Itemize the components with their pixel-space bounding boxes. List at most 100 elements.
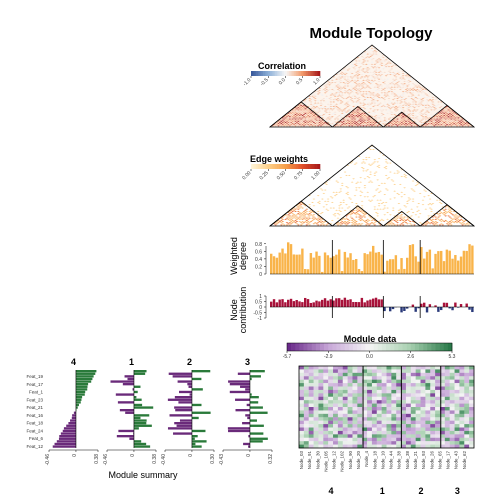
module-data-cell (391, 441, 397, 445)
heatmap-cell (396, 97, 399, 100)
module-data-cell (328, 430, 334, 435)
module-data-cell (367, 407, 373, 411)
heatmap-cell (391, 78, 395, 80)
module-summary-bar (75, 401, 81, 404)
heatmap-cell (396, 93, 399, 95)
heatmap-cell (294, 215, 297, 217)
heatmap-cell (319, 100, 323, 102)
heatmap-cell (396, 107, 399, 109)
heatmap-cell (329, 117, 333, 119)
heatmap-cell (312, 124, 316, 126)
heatmap-cell (397, 124, 401, 126)
module-data-cell (469, 379, 475, 384)
legend-swatch (251, 164, 254, 169)
module-data-cell (328, 441, 334, 445)
heatmap-cell (411, 99, 415, 101)
heatmap-cell (401, 91, 405, 93)
heatmap-cell (411, 103, 415, 105)
heatmap-cell (318, 220, 321, 223)
heatmap-cell (301, 105, 304, 108)
module-data-cell (337, 427, 343, 432)
module-data-cell (347, 389, 353, 394)
heatmap-cell (410, 84, 414, 86)
heatmap-cell (345, 102, 348, 104)
heatmap-cell (424, 109, 428, 111)
module-data-cell (401, 403, 407, 408)
heatmap-cell (330, 109, 334, 111)
heatmap-cell (437, 124, 440, 126)
heatmap-cell (373, 79, 377, 81)
module-data-cell (357, 413, 363, 418)
module-data-cell (323, 372, 329, 377)
heatmap-cell (316, 217, 320, 219)
module-data-cell (371, 420, 377, 425)
legend-swatch (256, 71, 259, 76)
module-data-cell (444, 437, 450, 442)
heatmap-cell (370, 50, 374, 52)
module-summary-bar (249, 437, 268, 440)
heatmap-cell (444, 120, 448, 122)
heatmap-cell (377, 60, 381, 62)
legend-tick-label: 5.3 (449, 354, 456, 360)
heatmap-cell (338, 83, 341, 85)
heatmap-cell (406, 92, 409, 94)
heatmap-cell (298, 205, 302, 207)
module-data-cell (328, 420, 334, 425)
node-contribution-tick-label: 1 (259, 294, 262, 300)
module-data-cell (318, 417, 324, 421)
heatmap-cell (352, 67, 355, 69)
heatmap-cell (350, 72, 354, 75)
heatmap-cell (345, 118, 348, 120)
module-data-cell (425, 424, 431, 428)
heatmap-cell (306, 214, 310, 216)
heatmap-cell (340, 207, 344, 209)
heatmap-cell (338, 85, 341, 87)
heatmap-cell (355, 80, 358, 83)
heatmap-cell (386, 110, 389, 112)
heatmap-cell (311, 120, 314, 122)
heatmap-cell (431, 103, 435, 105)
heatmap-cell (357, 67, 361, 69)
heatmap-cell (285, 125, 289, 127)
heatmap-cell (410, 215, 414, 217)
module-data-cell (381, 420, 387, 425)
heatmap-cell (401, 125, 405, 127)
heatmap-cell (321, 124, 324, 126)
module-data-cell (386, 444, 392, 449)
module-data-cell (459, 376, 465, 380)
heatmap-cell (394, 78, 398, 80)
weighted-degree-tick-label: 0.2 (255, 264, 262, 270)
heatmap-cell (410, 104, 414, 106)
legend-swatch (252, 164, 255, 169)
edge-weights-panel: Edge weights 0.00 0.25 0.50 0.75 1.00 (241, 144, 476, 227)
module-data-cell (396, 410, 402, 415)
heatmap-cell (372, 124, 375, 126)
heatmap-cell (379, 63, 382, 65)
heatmap-cell (342, 111, 346, 113)
legend-swatch (299, 71, 302, 76)
heatmap-cell (360, 85, 364, 87)
heatmap-cell (353, 104, 357, 106)
module-data-cell (459, 403, 465, 408)
heatmap-cell (449, 113, 453, 116)
heatmap-cell (449, 217, 453, 219)
heatmap-cell (406, 200, 409, 202)
heatmap-cell (342, 75, 346, 77)
heatmap-cell (350, 123, 354, 125)
heatmap-cell (350, 109, 354, 111)
module-data-cell (444, 383, 450, 387)
module-data-cell (401, 427, 407, 432)
module-data-cell (425, 369, 431, 374)
heatmap-cell (442, 121, 446, 124)
weighted-degree-bar (306, 269, 310, 274)
node-contribution-bar (275, 302, 279, 307)
heatmap-cell (387, 91, 391, 93)
module-data-cell (323, 403, 329, 408)
module-data-cell (454, 366, 460, 370)
module-data-cell (391, 413, 397, 418)
heatmap-cell (408, 124, 412, 126)
heatmap-cell (312, 117, 316, 119)
weighted-degree-bar (281, 248, 284, 274)
heatmap-cell (279, 219, 283, 221)
module-data-cell (318, 379, 324, 384)
